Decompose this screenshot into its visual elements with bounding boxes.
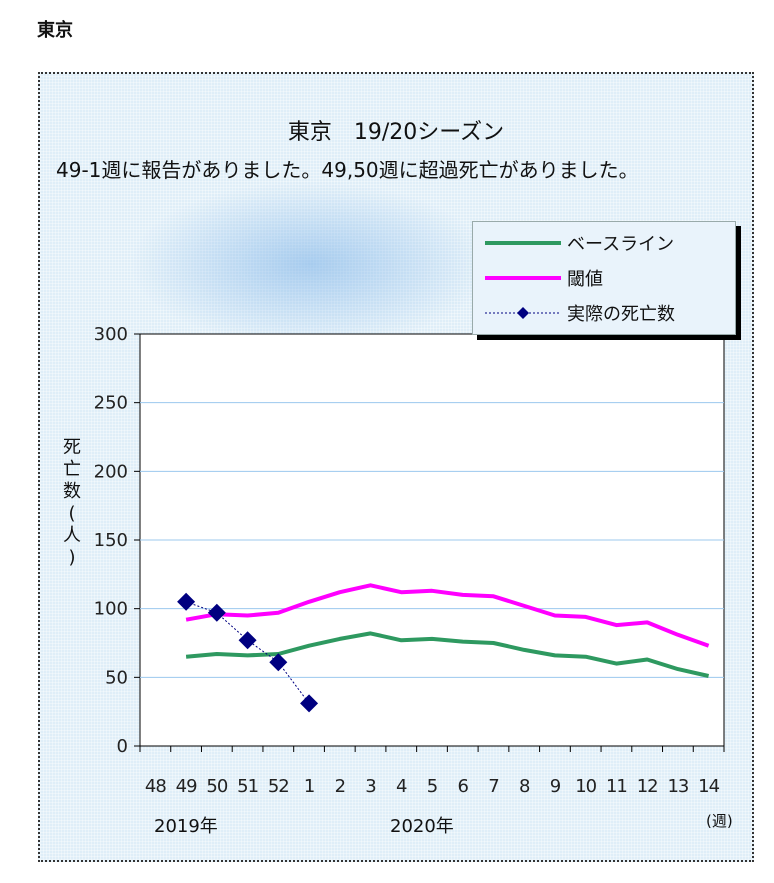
- y-axis-title-char: 死: [63, 437, 81, 458]
- x-tick-label: 7: [488, 776, 498, 797]
- y-tick-label: 150: [94, 530, 128, 551]
- x-tick-label: 11: [606, 776, 627, 797]
- x-tick-label: 4: [396, 776, 407, 797]
- legend-swatch-threshold: [485, 276, 561, 280]
- y-tick-label: 200: [94, 461, 128, 482]
- legend-item-threshold: 閾値: [485, 263, 603, 293]
- legend-label-actual: 実際の死亡数: [567, 304, 675, 325]
- legend-swatch-baseline: [485, 241, 561, 245]
- x-tick-label: 5: [427, 776, 437, 797]
- data-point-marker: [207, 603, 226, 622]
- chart-frame: 東京 19/20シーズン 49-1週に報告がありました。49,50週に超過死亡が…: [38, 72, 754, 862]
- y-axis-title-char: ): [68, 547, 76, 568]
- y-tick-label: 0: [117, 736, 128, 757]
- x-tick-label: 10: [575, 776, 596, 797]
- year-label-2019: 2019年: [154, 816, 218, 837]
- x-tick-label: 6: [458, 776, 469, 797]
- data-point-marker: [238, 631, 257, 650]
- data-point-marker: [269, 653, 288, 672]
- y-tick-label: 300: [94, 324, 128, 345]
- x-tick-label: 1: [304, 776, 314, 797]
- chart-title: 東京 19/20シーズン: [287, 120, 505, 145]
- legend-label-threshold: 閾値: [567, 269, 603, 290]
- series-line-1: [185, 583, 710, 648]
- y-axis-title: 死亡数(人): [62, 437, 82, 569]
- y-axis-title-char: 数: [63, 481, 81, 502]
- y-axis-title-char: (: [68, 503, 76, 524]
- x-tick-label: 49: [176, 776, 197, 797]
- legend-item-actual: 実際の死亡数: [485, 298, 675, 328]
- x-tick-label: 12: [637, 776, 658, 797]
- page-heading: 東京: [37, 20, 73, 41]
- x-axis-unit: (週): [706, 812, 733, 830]
- series-line-0: [185, 631, 710, 678]
- legend-item-baseline: ベースライン: [485, 228, 674, 258]
- y-tick-label: 250: [94, 393, 128, 414]
- year-label-2020: 2020年: [390, 816, 454, 837]
- x-tick-label: 8: [519, 776, 530, 797]
- data-point-marker: [300, 694, 319, 713]
- x-tick-label: 9: [550, 776, 561, 797]
- x-tick-label: 51: [237, 776, 258, 797]
- data-point-marker: [177, 592, 196, 611]
- x-tick-label: 13: [667, 776, 688, 797]
- x-tick-label: 52: [268, 776, 289, 797]
- legend-swatch-actual: [485, 307, 561, 319]
- x-tick-label: 14: [698, 776, 719, 797]
- y-tick-label: 50: [105, 667, 128, 688]
- y-axis-title-char: 亡: [63, 459, 81, 480]
- chart-subtitle: 49-1週に報告がありました。49,50週に超過死亡がありました。: [56, 158, 639, 182]
- y-axis-title-char: 人: [63, 525, 81, 546]
- x-tick-label: 2: [335, 776, 345, 797]
- x-tick-label: 3: [365, 776, 376, 797]
- legend-label-baseline: ベースライン: [567, 234, 675, 255]
- x-tick-label: 48: [145, 776, 166, 797]
- legend: ベースライン 閾値 実際の死亡数: [472, 221, 736, 335]
- x-tick-label: 50: [206, 776, 227, 797]
- y-tick-label: 100: [94, 599, 128, 620]
